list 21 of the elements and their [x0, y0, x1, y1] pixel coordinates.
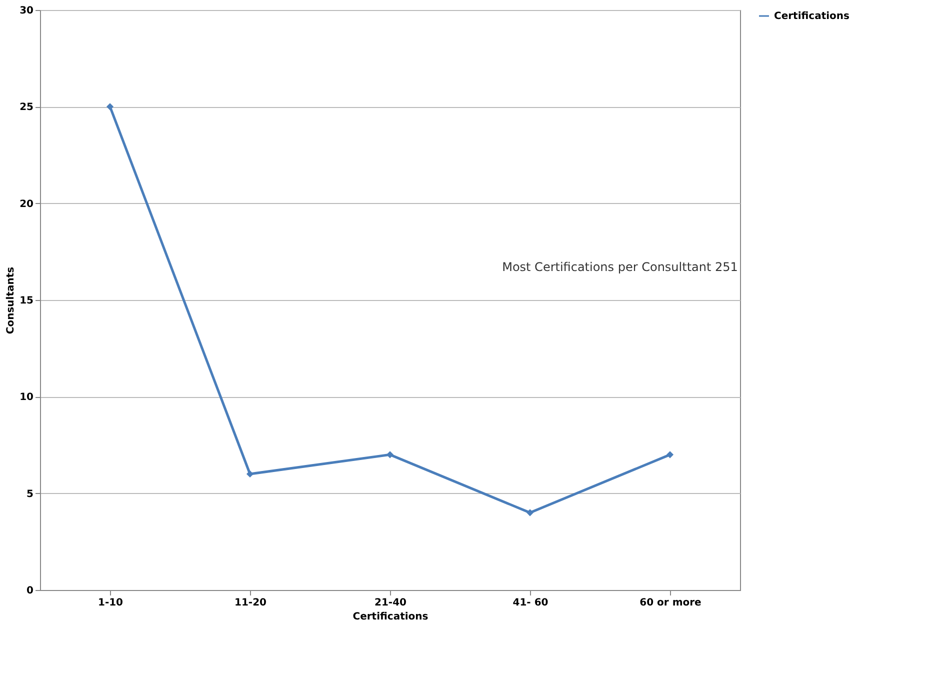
annotation: Most Certifications per Consulttant 251	[502, 260, 738, 274]
y-tick-label: 25	[20, 102, 34, 114]
x-tick-label: 41- 60	[512, 598, 548, 608]
point	[106, 103, 114, 110]
point	[386, 451, 394, 458]
y-tick-label: 20	[20, 198, 34, 210]
y-tick-label: 0	[26, 586, 34, 596]
y-tick-label: 10	[20, 392, 34, 404]
x-tick-label: 60 or more	[640, 598, 702, 608]
x-tick-label: 1-10	[98, 598, 124, 608]
point	[246, 470, 254, 478]
x-tick-label: 21-40	[374, 598, 407, 608]
legend-label: Certifications	[774, 11, 850, 22]
y-tick-label: 15	[20, 296, 34, 306]
y-tick-label: 30	[20, 6, 34, 16]
point	[526, 509, 534, 516]
y-axis-title: Consultants	[6, 266, 17, 334]
point	[666, 451, 674, 458]
x-tick-label: 11-20	[234, 598, 267, 608]
x-axis-title: Certifications	[352, 612, 428, 622]
y-tick-label: 5	[26, 488, 34, 500]
